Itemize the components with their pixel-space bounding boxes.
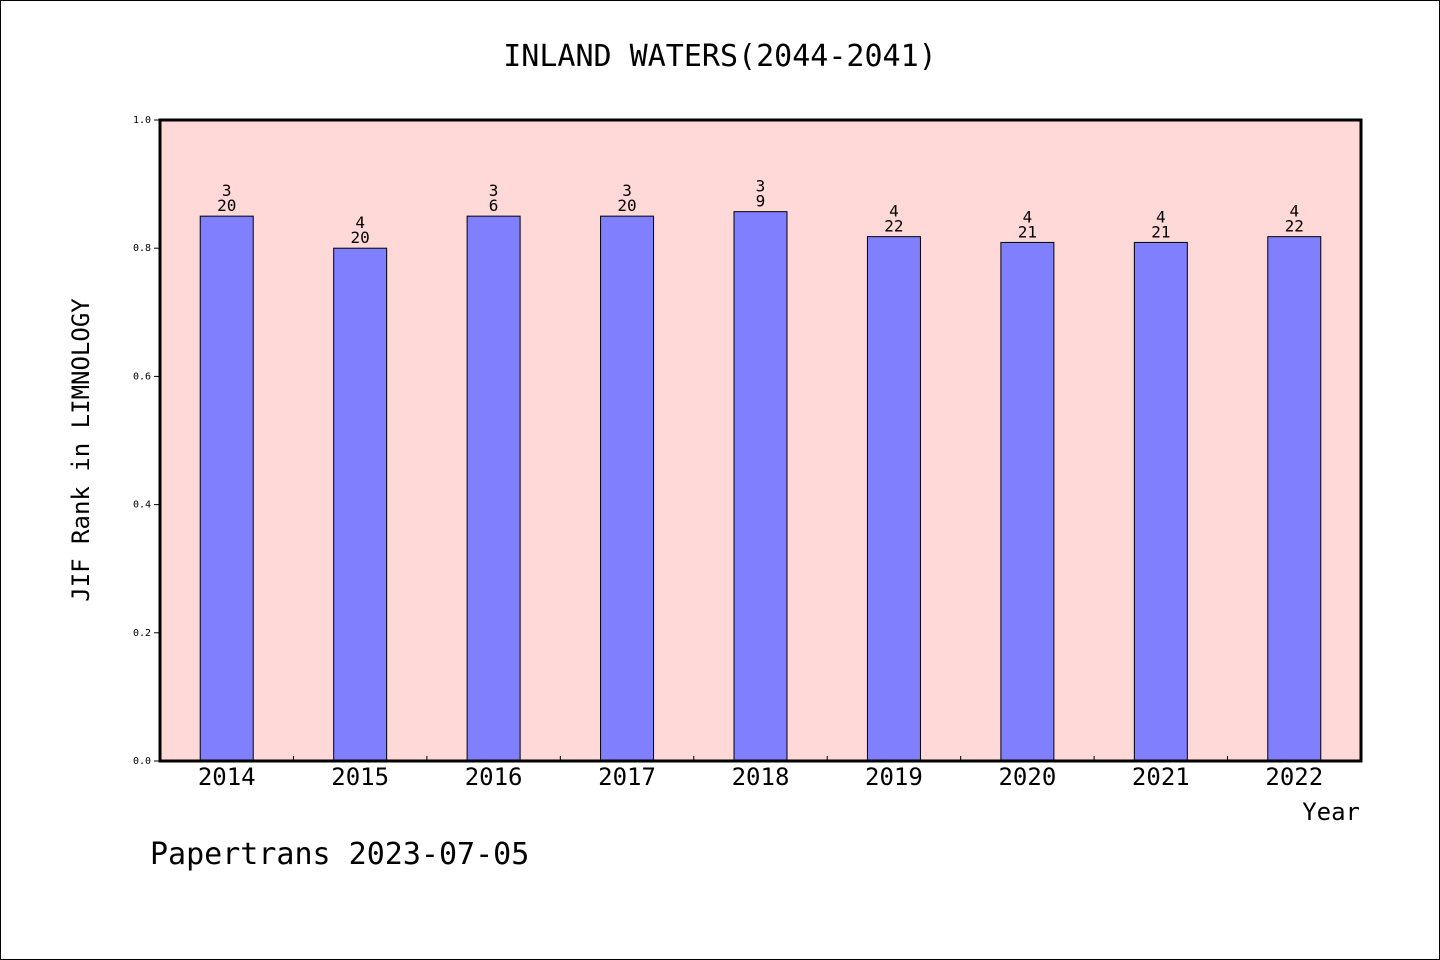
- bar-label-total: 20: [351, 228, 370, 247]
- x-tick-label: 2017: [598, 763, 656, 791]
- bar: [333, 247, 388, 762]
- x-tick-label: 2019: [865, 763, 923, 791]
- y-tick-label: 0.8: [133, 243, 151, 254]
- x-axis: 2014 2015 2016 2017 2018 2019 2020 2021 2022: [198, 756, 1323, 791]
- x-tick-label: 2015: [331, 763, 389, 791]
- bar-label-rank: 3: [222, 181, 232, 200]
- bar-label-rank: 3: [489, 181, 499, 200]
- bar-label-rank: 4: [1156, 207, 1166, 226]
- x-tick-label: 2016: [465, 763, 523, 791]
- bar: [1000, 241, 1055, 762]
- bar-label-total: 6: [489, 196, 499, 215]
- plot-border: [158, 118, 1363, 763]
- x-tick-label: 2021: [1132, 763, 1190, 791]
- y-tick-label: 0.2: [133, 628, 151, 639]
- bar-label-total: 21: [1018, 222, 1037, 241]
- bar-label-rank: 4: [355, 213, 365, 232]
- x-tick-label: 2022: [1265, 763, 1323, 791]
- bar: [466, 215, 521, 762]
- bar: [866, 236, 921, 762]
- bar-label-total: 20: [217, 196, 236, 215]
- bar: [600, 215, 655, 762]
- y-tick-label: 0.0: [133, 756, 151, 767]
- bar-label-rank: 3: [756, 177, 766, 196]
- footer-text: Papertrans 2023-07-05: [150, 837, 529, 872]
- bar: [733, 211, 788, 762]
- y-tick-label: 0.6: [133, 371, 151, 382]
- bar-label-rank: 4: [889, 202, 899, 221]
- y-tick-label: 0.4: [133, 500, 151, 511]
- bar-label-total: 22: [1285, 217, 1304, 236]
- bar-label-total: 21: [1151, 222, 1170, 241]
- x-tick-label: 2014: [198, 763, 256, 791]
- y-axis-label: JIF Rank in LIMNOLOGY: [67, 298, 95, 602]
- bar-label-rank: 4: [1023, 207, 1033, 226]
- x-tick-label: 2018: [732, 763, 790, 791]
- bar-label-total: 9: [756, 192, 766, 211]
- bar: [1133, 241, 1188, 762]
- bar-label-rank: 4: [1289, 202, 1299, 221]
- bar-label-rank: 3: [622, 181, 632, 200]
- chart-title: INLAND WATERS(2044-2041): [503, 39, 936, 74]
- y-axis: 0.0 0.2 0.4 0.6 0.8 1.0: [133, 115, 160, 767]
- bar-label-total: 20: [617, 196, 636, 215]
- x-axis-label: Year: [1302, 798, 1360, 826]
- bar-label-total: 22: [884, 217, 903, 236]
- x-tick-label: 2020: [998, 763, 1056, 791]
- y-tick-label: 1.0: [133, 115, 151, 126]
- bar: [199, 215, 254, 762]
- bar: [1267, 236, 1322, 762]
